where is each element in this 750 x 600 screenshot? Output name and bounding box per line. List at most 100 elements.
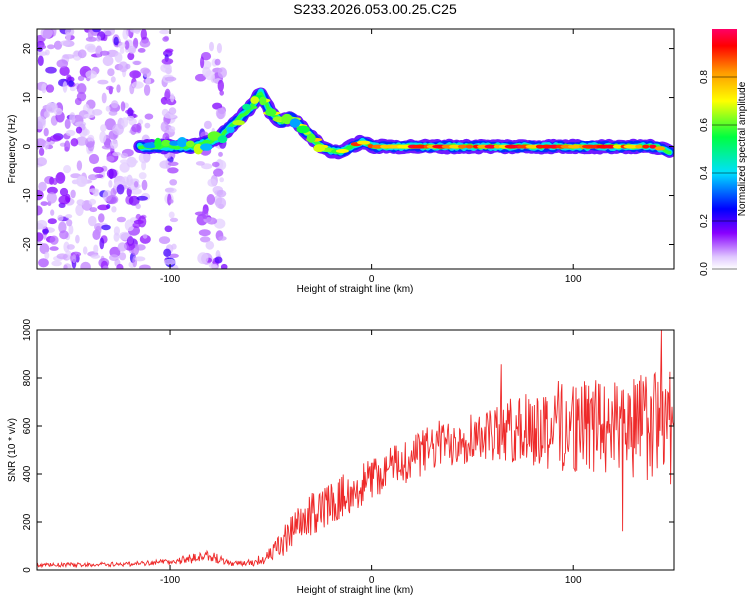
spectrogram-noise-blob — [87, 140, 95, 152]
spectrogram-noise-blob — [116, 263, 124, 269]
spectrogram-noise-blob — [134, 256, 146, 262]
spectrogram-noise-blob — [136, 195, 148, 201]
spectrogram-noise-blob — [82, 246, 88, 255]
spectrogram-noise-blob — [214, 256, 223, 264]
spectrogram-ridge-blob — [207, 131, 222, 141]
spectrogram-noise-blob — [118, 42, 126, 49]
spectrogram-noise-blob — [118, 61, 129, 73]
spectrogram-noise-blob — [71, 254, 77, 264]
spectrogram-ridge-blob — [296, 125, 310, 134]
y-tick-label: 600 — [22, 417, 33, 434]
spectrogram-noise-blob — [132, 222, 141, 228]
y-tick-label: -10 — [22, 188, 33, 203]
spectrogram-noise-blob — [134, 181, 139, 188]
spectrogram-noise-blob — [160, 121, 169, 133]
spectrogram-noise-blob — [211, 263, 219, 269]
spectrogram-ridge-blob — [281, 113, 293, 125]
spectrogram-noise-blob — [197, 252, 209, 265]
spectrogram-ridge-peak — [649, 144, 657, 149]
spectrogram-noise-blob — [86, 45, 97, 53]
x-tick-label: 0 — [369, 575, 375, 586]
x-tick-label: 0 — [369, 274, 375, 285]
spectrogram-noise-blob — [195, 161, 205, 166]
spectrogram-noise-blob — [69, 112, 76, 124]
spectrogram-noise-blob — [169, 179, 178, 186]
spectrogram-noise-blob — [108, 110, 118, 116]
spectrogram-noise-blob — [169, 253, 179, 258]
y-tick-label: 1000 — [22, 318, 33, 341]
spectrogram-noise-blob — [119, 159, 129, 164]
y-tick-label: 200 — [22, 513, 33, 530]
spectrogram-noise-blob — [58, 195, 71, 205]
spectrogram-noise-blob — [41, 83, 47, 94]
colorbar-ticks: 0.0 0.2 0.4 0.6 0.8 — [699, 70, 737, 276]
spectrogram-noise-blob — [66, 219, 73, 227]
spectrogram-noise-blob — [161, 58, 174, 65]
spectrogram-noise-blob — [42, 228, 49, 234]
spectrogram-noise-blob — [49, 235, 59, 245]
spectrogram-noise-blob — [47, 44, 55, 50]
x-tick-label: -100 — [160, 274, 180, 285]
spectrogram-noise-blob — [110, 139, 119, 149]
spectrogram-ridge-peak — [465, 144, 474, 149]
spectrogram-noise-blob — [201, 208, 209, 220]
spectrogram-noise-blob — [87, 29, 94, 40]
spectrogram-noise-blob — [101, 224, 111, 231]
spectrogram-noise-blob — [57, 214, 64, 222]
spectrogram-noise-blob — [64, 118, 71, 129]
spectrogram-noise-blob — [75, 136, 88, 146]
spectrogram-noise-blob — [205, 240, 215, 250]
spectrogram-noise-blob — [76, 83, 87, 95]
spectrogram-noise-blob — [218, 203, 225, 210]
spectrogram-noise-blob — [92, 189, 99, 197]
spectrogram-noise-blob — [39, 243, 50, 255]
spectrogram-noise-blob — [124, 40, 130, 50]
spectrogram-ridge-peak — [457, 144, 467, 149]
spectrogram-noise-blob — [37, 157, 47, 167]
spectrogram-noise-blob — [129, 70, 142, 79]
spectrogram-noise-blob — [46, 186, 58, 195]
spectrogram-noise-blob — [62, 81, 68, 93]
spectrogram-noise-blob — [128, 45, 137, 54]
spectrogram-noise-blob — [37, 55, 44, 66]
spectrogram-noise-blob — [163, 248, 172, 257]
spectrogram-ridge-blob — [242, 103, 252, 111]
spectrogram-noise-blob — [69, 86, 76, 92]
spectrogram-noise-blob — [200, 236, 211, 243]
spectrogram-noise-blob — [131, 81, 144, 89]
spectrogram-noise-blob — [75, 204, 84, 217]
spectrogram-noise-blob — [135, 244, 146, 251]
spectrogram-noise-blob — [88, 215, 97, 227]
spectrogram-noise-blob — [169, 217, 179, 223]
spectrogram-noise-blob — [106, 194, 119, 205]
spectrogram-noise-blob — [88, 174, 98, 181]
spectrogram-noise-blob — [99, 131, 107, 144]
spectrogram-noise-blob — [37, 116, 46, 127]
spectrogram-ridge-blob — [250, 96, 260, 104]
spectrogram-noise-blob — [207, 178, 217, 187]
spectrogram-ridge-blob — [185, 140, 195, 148]
spectrogram-noise-blob — [68, 80, 74, 87]
spectrogram-noise-blob — [117, 242, 127, 252]
spectrogram-noise-blob — [76, 91, 87, 102]
x-tick-label: 100 — [565, 575, 582, 586]
spectrogram-noise-blob — [45, 84, 55, 93]
spectrogram-noise-blob — [37, 232, 44, 242]
spectrogram-noise-blob — [76, 160, 83, 171]
spectrogram-noise-blob — [215, 107, 226, 120]
spectrogram-noise-blob — [220, 263, 228, 269]
spectrogram-noise-blob — [113, 232, 120, 242]
spectrogram-noise-blob — [159, 29, 170, 35]
spectrogram-noise-blob — [171, 243, 177, 250]
spectrogram-noise-blob — [85, 70, 97, 79]
spectrogram-noise-blob — [195, 73, 207, 82]
spectrogram-noise-blob — [139, 39, 151, 48]
x-tick-label: 100 — [565, 274, 582, 285]
spectrogram-noise-blob — [142, 233, 148, 239]
snr-frame — [36, 329, 675, 571]
spectrogram-noise-blob — [158, 236, 171, 245]
spectrogram-noise-blob — [37, 189, 44, 201]
y-tick-label: 0 — [22, 143, 33, 149]
figure-title: S233.2026.053.00.25.C25 — [293, 1, 457, 17]
